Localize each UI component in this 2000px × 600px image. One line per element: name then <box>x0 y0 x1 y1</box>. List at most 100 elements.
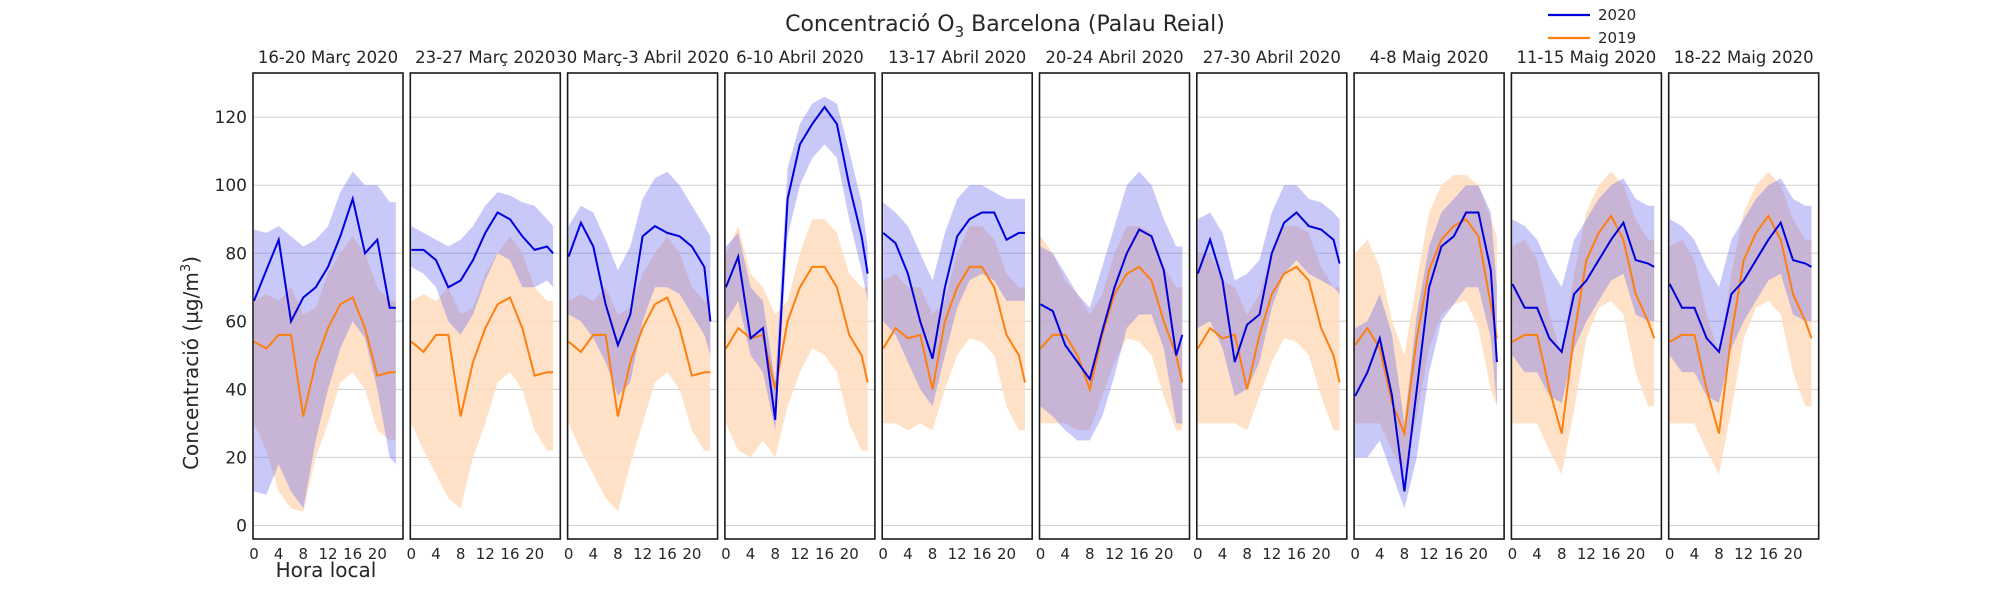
panel-title: 23-27 Març 2020 <box>415 48 555 67</box>
x-tick-label: 16 <box>343 545 362 563</box>
band-2019 <box>1669 171 1812 475</box>
x-tick-label: 8 <box>1242 545 1252 563</box>
line-2019 <box>567 296 711 417</box>
band-2020 <box>1197 185 1340 397</box>
panel-frame <box>252 72 404 540</box>
band-2020 <box>254 171 396 509</box>
x-tick-label: 20 <box>1154 545 1173 563</box>
line-2020 <box>1668 220 1812 355</box>
line-2020 <box>1354 211 1498 492</box>
line-2019 <box>882 265 1026 390</box>
x-tick-label: 0 <box>407 545 417 563</box>
x-tick-label: 12 <box>1734 545 1753 563</box>
panel-4: 6-10 Abril 2020 0 4 8 12 16 20 <box>721 48 876 563</box>
x-tick-label: 16 <box>500 545 519 563</box>
panel-10: 18-22 Maig 2020 0 4 8 12 16 20 <box>1665 48 1820 563</box>
band-2020 <box>1355 185 1497 509</box>
x-tick-label: 20 <box>368 545 387 563</box>
band-2019 <box>1040 226 1183 431</box>
x-tick-label: 12 <box>1262 545 1281 563</box>
x-tick-label: 4 <box>903 545 913 563</box>
band-2019 <box>1197 226 1340 431</box>
line-2020 <box>253 195 396 325</box>
x-tick-label: 0 <box>721 545 731 563</box>
panel-content <box>1511 171 1656 475</box>
legend: 2020 2019 <box>1548 6 1636 47</box>
x-tick-label: 20 <box>682 545 701 563</box>
x-tick-label: 0 <box>564 545 574 563</box>
band-2019 <box>1512 171 1655 475</box>
panel-frame <box>409 72 562 540</box>
x-tick-label: 8 <box>1085 545 1095 563</box>
x-tick-label: 4 <box>1690 545 1700 563</box>
x-tick-label: 16 <box>1130 545 1149 563</box>
panel-9: 11-15 Maig 2020 0 4 8 12 16 20 <box>1508 48 1663 563</box>
x-tick-label: 0 <box>1665 545 1675 563</box>
x-axis-label: Hora local <box>276 558 377 582</box>
panel-frame <box>1038 72 1191 540</box>
panel-frame <box>724 72 876 540</box>
x-tick-label: 12 <box>790 545 809 563</box>
panel-frame <box>881 72 1034 540</box>
x-tick-label: 20 <box>1312 545 1331 563</box>
legend-label-2020: 2020 <box>1598 6 1636 24</box>
x-tick-label: 0 <box>1508 545 1518 563</box>
x-tick-label: 16 <box>972 545 991 563</box>
x-tick-label: 16 <box>1759 545 1778 563</box>
panel-frame <box>1667 72 1820 540</box>
y-tick-label: 80 <box>225 244 247 264</box>
y-tick-label: 20 <box>225 448 247 468</box>
panel-frame <box>1510 72 1663 540</box>
line-2019 <box>1669 214 1813 434</box>
band-2019 <box>883 226 1025 431</box>
x-tick-label: 16 <box>815 545 834 563</box>
line-2020 <box>1040 228 1184 382</box>
panel-title: 4-8 Maig 2020 <box>1370 48 1489 67</box>
line-2020 <box>567 220 712 349</box>
line-2020 <box>1511 220 1655 355</box>
x-tick-label: 12 <box>633 545 652 563</box>
x-tick-label: 8 <box>1714 545 1724 563</box>
x-tick-label: 0 <box>1036 545 1046 563</box>
panel-content <box>724 96 869 458</box>
y-tick-label: 0 <box>236 516 247 536</box>
x-tick-label: 16 <box>1444 545 1463 563</box>
line-2020 <box>411 211 554 289</box>
line-2019 <box>1511 214 1656 434</box>
panel-2: 23-27 Març 2020 0 4 8 12 16 20 <box>407 48 562 563</box>
panel-frame <box>566 72 719 540</box>
panel-title: 30 Març-3 Abril 2020 <box>556 48 729 67</box>
panel-frame <box>1196 72 1348 540</box>
x-tick-label: 16 <box>658 545 677 563</box>
x-tick-label: 4 <box>431 545 441 563</box>
y-tick-label: 40 <box>225 380 247 400</box>
x-tick-label: 0 <box>1350 545 1360 563</box>
y-tick-label: 120 <box>215 108 247 128</box>
panel-title: 20-24 Abril 2020 <box>1045 48 1183 67</box>
panel-content <box>882 185 1026 431</box>
x-tick-label: 16 <box>1287 545 1306 563</box>
panel-title: 6-10 Abril 2020 <box>736 48 864 67</box>
panel-content <box>1668 171 1813 475</box>
y-axis-label: Concentració (µg/m3) <box>179 256 203 470</box>
figure-title: Concentració O3 Barcelona (Palau Reial) <box>785 12 1225 41</box>
x-tick-label: 12 <box>1577 545 1596 563</box>
legend-label-2019: 2019 <box>1598 29 1636 47</box>
band-2020 <box>1512 178 1655 403</box>
x-tick-label: 8 <box>928 545 938 563</box>
x-tick-label: 4 <box>274 545 284 563</box>
panel-title: 16-20 Març 2020 <box>258 48 398 67</box>
panel-title: 27-30 Abril 2020 <box>1203 48 1341 67</box>
x-tick-label: 8 <box>613 545 623 563</box>
band-2020 <box>568 171 711 397</box>
panel-content <box>567 171 712 512</box>
x-tick-label: 4 <box>1060 545 1070 563</box>
line-2019 <box>1196 265 1341 390</box>
x-tick-label: 12 <box>1420 545 1439 563</box>
x-tick-label: 20 <box>1783 545 1802 563</box>
x-tick-label: 20 <box>840 545 859 563</box>
x-tick-label: 8 <box>299 545 309 563</box>
band-2020 <box>725 96 868 431</box>
